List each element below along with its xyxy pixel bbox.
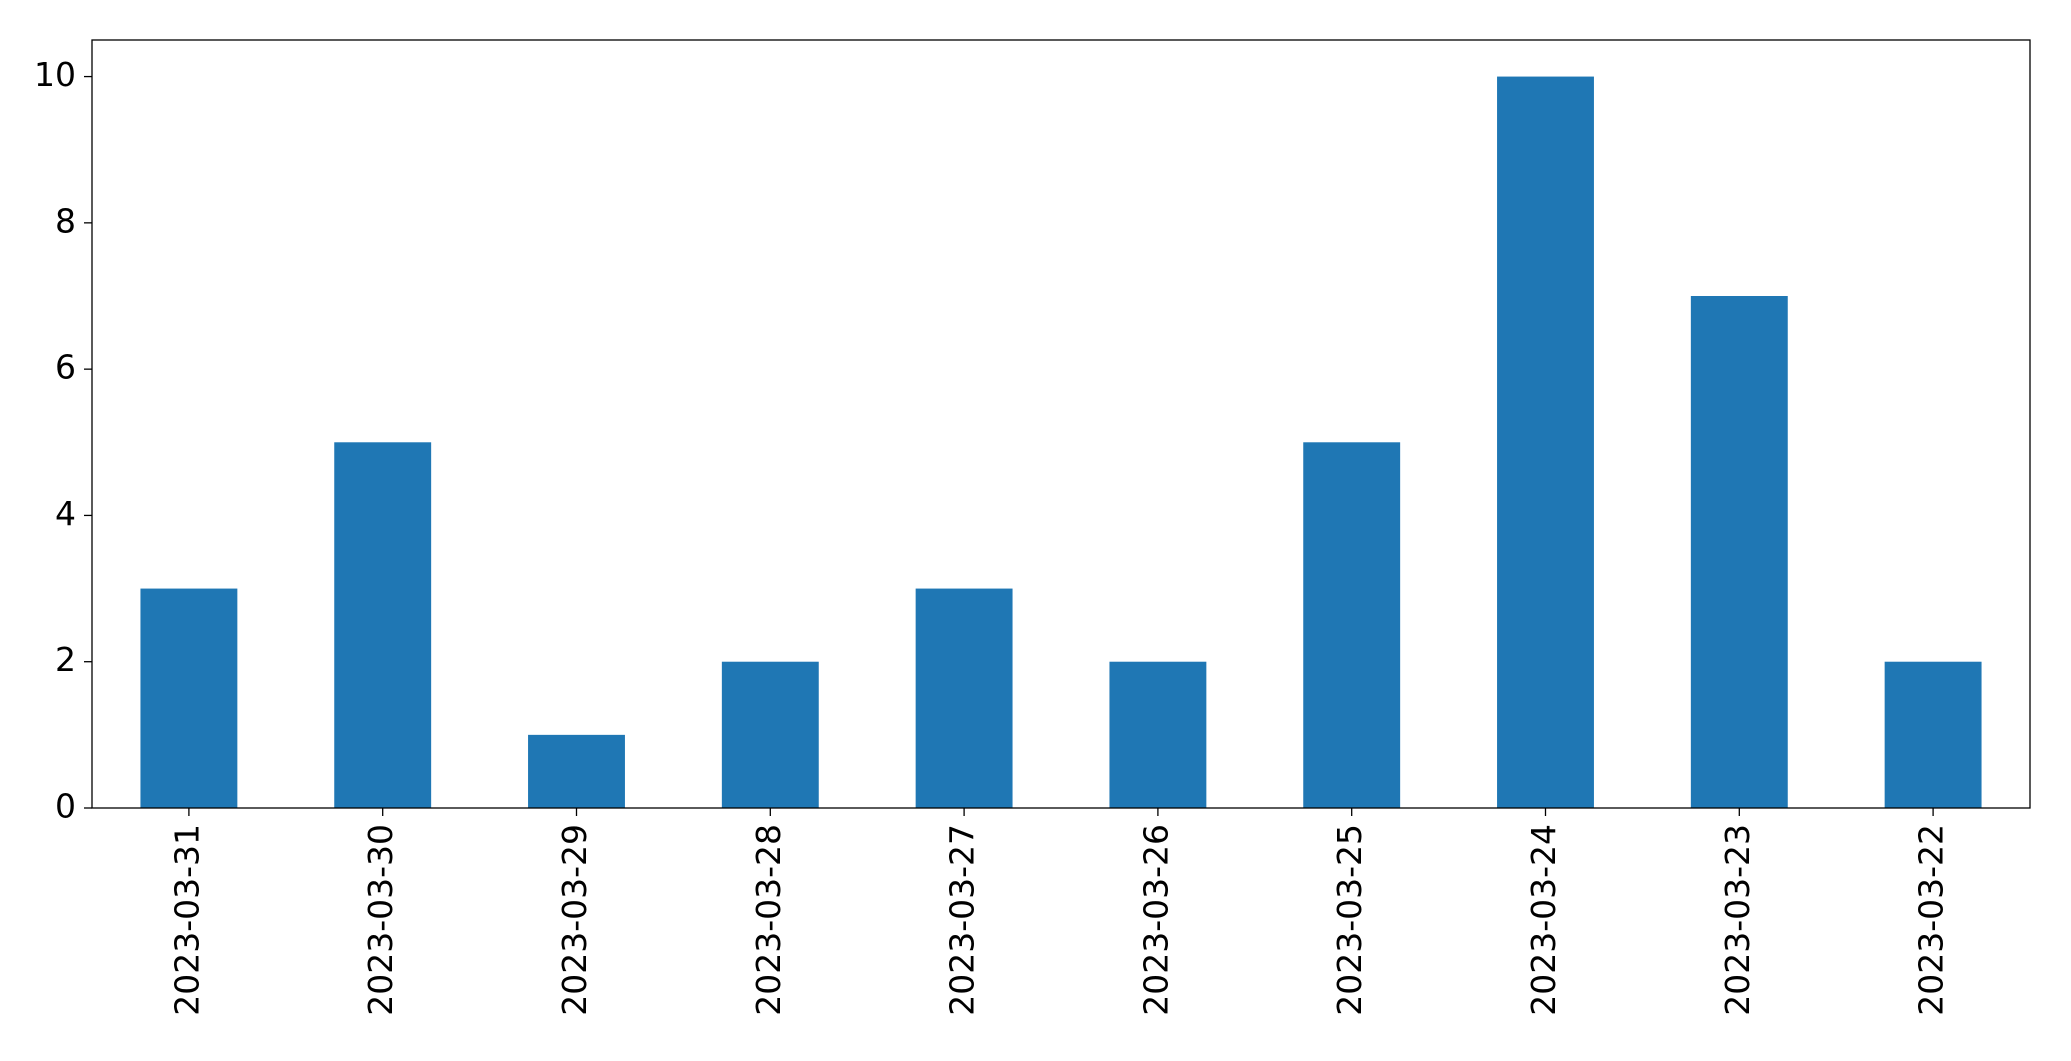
bar xyxy=(1497,76,1594,809)
x-tick-label: 2023-03-29 xyxy=(555,824,594,1016)
y-tick-label: 2 xyxy=(55,640,76,679)
y-tick-label: 0 xyxy=(55,787,76,826)
bar xyxy=(721,661,819,808)
x-tick-label: 2023-03-22 xyxy=(1912,824,1951,1016)
bar xyxy=(1690,296,1788,808)
y-tick-label: 6 xyxy=(55,348,76,387)
bar xyxy=(915,588,1013,808)
y-tick-label: 8 xyxy=(55,201,76,240)
x-tick-label: 2023-03-23 xyxy=(1718,824,1757,1016)
bar xyxy=(334,442,432,808)
x-tick-label: 2023-03-24 xyxy=(1524,824,1563,1016)
y-tick-label: 10 xyxy=(34,55,76,94)
axes-frame xyxy=(91,39,2031,809)
bar xyxy=(140,588,238,808)
y-tick-label: 4 xyxy=(55,494,76,533)
bar xyxy=(1884,661,1982,808)
bar xyxy=(528,734,625,808)
x-tick-label: 2023-03-26 xyxy=(1136,824,1175,1016)
x-tick-label: 2023-03-30 xyxy=(361,824,400,1016)
x-tick-label: 2023-03-27 xyxy=(943,824,982,1016)
x-tick-label: 2023-03-25 xyxy=(1330,824,1369,1016)
x-tick-label: 2023-03-31 xyxy=(167,824,206,1016)
bar xyxy=(1303,442,1401,808)
bar xyxy=(1109,661,1207,808)
x-tick-label: 2023-03-28 xyxy=(749,824,788,1016)
